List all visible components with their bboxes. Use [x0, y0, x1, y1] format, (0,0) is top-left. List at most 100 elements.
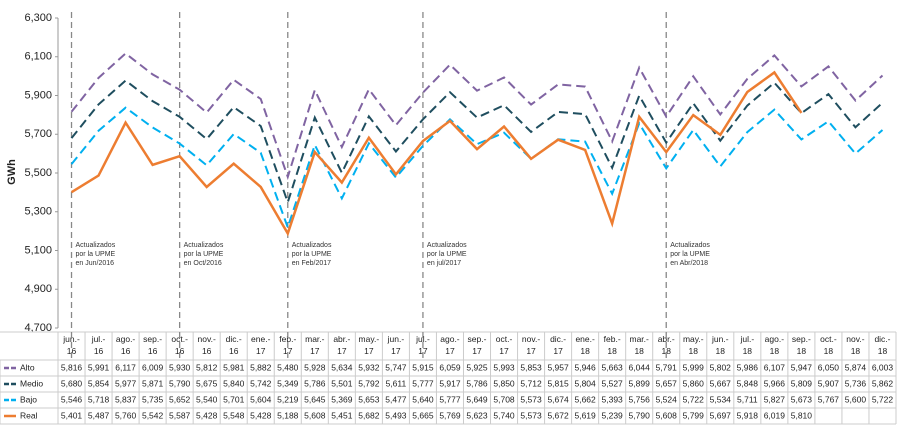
x-tick-label: nov.-17	[522, 334, 540, 356]
table-cell: 5,501	[331, 378, 353, 388]
table-cell: 5,809	[791, 378, 813, 388]
x-tick-label: mar.-18	[630, 334, 650, 356]
table-cell: 5,742	[250, 378, 272, 388]
table-cell: 5,680	[61, 378, 83, 388]
table-cell: 5,649	[466, 394, 488, 404]
table-cell: 5,815	[547, 378, 569, 388]
table-cell: 5,756	[629, 394, 651, 404]
annotation-text: en Feb/2017	[292, 260, 331, 267]
table-cell: 6,044	[629, 362, 651, 372]
table-cell: 5,477	[385, 394, 407, 404]
annotation-text: Actualizados	[76, 242, 116, 249]
table-cell: 5,369	[331, 394, 353, 404]
table-cell: 5,645	[304, 394, 326, 404]
x-tick-label: may.-17	[359, 334, 380, 356]
table-cell: 5,747	[385, 362, 407, 372]
x-tick-label: abr.-17	[333, 334, 350, 356]
table-cell: 5,542	[142, 410, 164, 420]
table-cell: 5,657	[656, 378, 678, 388]
x-tick-label: feb.-18	[604, 334, 621, 356]
table-cell: 5,810	[791, 410, 813, 420]
table-cell: 5,966	[764, 378, 786, 388]
table-cell: 5,799	[683, 410, 705, 420]
table-cell: 5,760	[115, 410, 137, 420]
x-tick-label: sep.-16	[143, 334, 162, 356]
table-cell: 5,548	[223, 410, 245, 420]
table-cell: 5,907	[818, 378, 840, 388]
table-cell: 5,663	[602, 362, 624, 372]
y-tick-label: 6,300	[24, 12, 52, 24]
y-tick-label: 5,300	[24, 206, 52, 218]
x-tick-label: may.-18	[683, 334, 704, 356]
table-cell: 5,882	[250, 362, 272, 372]
table-cell: 5,673	[791, 394, 813, 404]
x-tick-label: oct.-16	[171, 334, 188, 356]
annotation-text: por la UPME	[670, 251, 710, 258]
table-cell: 5,915	[412, 362, 434, 372]
table-cell: 5,850	[493, 378, 515, 388]
table-cell: 5,802	[710, 362, 732, 372]
table-cell: 5,608	[304, 410, 326, 420]
table-cell: 5,736	[845, 378, 867, 388]
x-tick-label: dic.-17	[550, 334, 566, 356]
table-cell: 5,487	[88, 410, 110, 420]
y-tick-label: 4,900	[24, 283, 52, 295]
table-cell: 5,611	[386, 378, 407, 388]
table-cell: 5,711	[737, 394, 758, 404]
series-line	[70, 79, 884, 206]
x-tick-label: feb.-17	[279, 334, 296, 356]
table-cell: 5,791	[656, 362, 678, 372]
table-cell: 5,573	[520, 410, 542, 420]
table-cell: 6,019	[764, 410, 786, 420]
table-cell: 5,722	[683, 394, 705, 404]
table-cell: 5,986	[737, 362, 759, 372]
x-tick-label: sep.-17	[468, 334, 487, 356]
annotation-text: Actualizados	[292, 242, 332, 249]
table-cell: 5,675	[196, 378, 218, 388]
table-cell: 5,708	[493, 394, 515, 404]
table-cell: 5,871	[142, 378, 164, 388]
table-cell: 5,862	[872, 378, 894, 388]
table-cell: 5,899	[629, 378, 651, 388]
x-tick-label: dic.-16	[226, 334, 242, 356]
x-tick-label: nov.-18	[846, 334, 864, 356]
y-tick-label: 5,500	[24, 167, 52, 179]
y-tick-label: 4,700	[24, 322, 52, 334]
table-cell: 5,812	[196, 362, 218, 372]
table-cell: 5,917	[439, 378, 461, 388]
table-cell: 5,587	[169, 410, 191, 420]
table-cell: 5,634	[331, 362, 353, 372]
legend-label: Bajo	[20, 394, 37, 404]
x-tick-label: abr.-18	[658, 334, 675, 356]
table-cell: 5,790	[629, 410, 651, 420]
table-cell: 5,957	[547, 362, 569, 372]
table-cell: 5,792	[358, 378, 380, 388]
table-cell: 5,946	[574, 362, 596, 372]
table-cell: 5,854	[88, 378, 110, 388]
x-tick-label: ene.-17	[251, 334, 271, 356]
series-line	[70, 52, 884, 181]
x-tick-label: sep.-18	[792, 334, 811, 356]
legend-label: Real	[20, 410, 38, 420]
table-cell: 5,393	[602, 394, 624, 404]
y-tick-label: 6,100	[24, 51, 52, 63]
table-cell: 5,701	[223, 394, 245, 404]
table-cell: 5,740	[493, 410, 515, 420]
table-cell: 5,662	[574, 394, 596, 404]
x-tick-label: ago.-18	[765, 334, 785, 356]
table-cell: 5,546	[61, 394, 83, 404]
table-cell: 5,619	[574, 410, 596, 420]
table-cell: 5,682	[358, 410, 380, 420]
x-tick-label: jun.-18	[711, 334, 729, 356]
table-cell: 5,991	[88, 362, 110, 372]
table-cell: 5,493	[385, 410, 407, 420]
table-cell: 6,107	[764, 362, 786, 372]
y-tick-label: 5,700	[24, 128, 52, 140]
table-cell: 5,790	[169, 378, 191, 388]
table-cell: 5,540	[196, 394, 218, 404]
table-cell: 5,786	[304, 378, 326, 388]
table-cell: 6,009	[142, 362, 164, 372]
annotation-text: Actualizados	[427, 242, 467, 249]
annotation-text: en Jun/2016	[76, 260, 115, 267]
